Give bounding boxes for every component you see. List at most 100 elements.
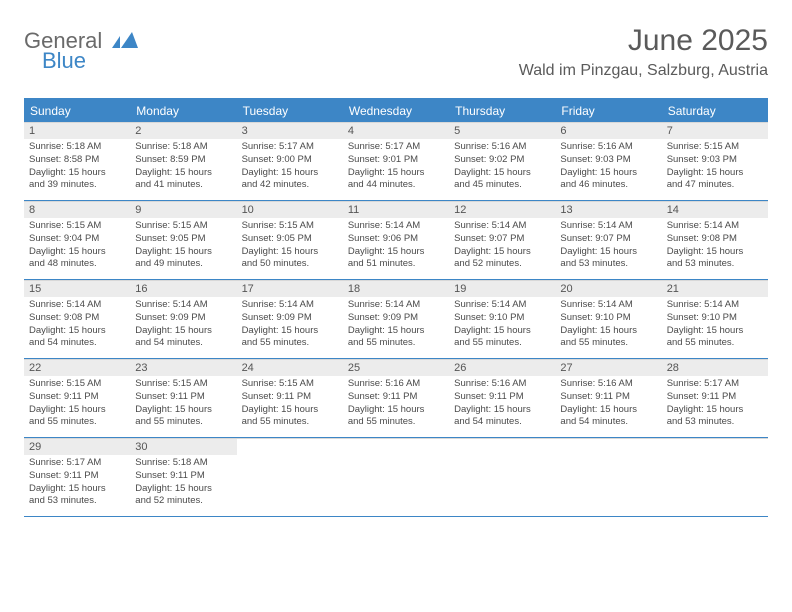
day-number: 22 [24, 360, 130, 376]
day-cell: 13Sunrise: 5:14 AMSunset: 9:07 PMDayligh… [555, 201, 661, 279]
day-line-dl1: Daylight: 15 hours [667, 246, 763, 259]
day-cell: 28Sunrise: 5:17 AMSunset: 9:11 PMDayligh… [662, 359, 768, 437]
day-line-dl1: Daylight: 15 hours [560, 246, 656, 259]
day-details: Sunrise: 5:18 AMSunset: 8:59 PMDaylight:… [135, 141, 231, 192]
day-line-sr: Sunrise: 5:17 AM [667, 378, 763, 391]
day-line-sr: Sunrise: 5:14 AM [242, 299, 338, 312]
day-line-ss: Sunset: 9:10 PM [454, 312, 550, 325]
day-cell: 12Sunrise: 5:14 AMSunset: 9:07 PMDayligh… [449, 201, 555, 279]
logo: General Blue [24, 24, 138, 72]
day-line-sr: Sunrise: 5:14 AM [454, 299, 550, 312]
header: General Blue June 2025 Wald im Pinzgau, … [24, 24, 768, 80]
location: Wald im Pinzgau, Salzburg, Austria [519, 62, 768, 80]
day-line-sr: Sunrise: 5:15 AM [29, 220, 125, 233]
day-cell: 20Sunrise: 5:14 AMSunset: 9:10 PMDayligh… [555, 280, 661, 358]
day-number: 12 [449, 202, 555, 218]
week-row: 29 Sunrise: 5:17 AMSunset: 9:11 PMDayligh… [24, 438, 768, 517]
day-details: Sunrise: 5:14 AMSunset: 9:07 PMDaylight:… [560, 220, 656, 271]
day-line-dl2: and 53 minutes. [560, 258, 656, 271]
day-line-dl1: Daylight: 15 hours [560, 325, 656, 338]
day-line-dl2: and 50 minutes. [242, 258, 338, 271]
day-line-ss: Sunset: 9:07 PM [560, 233, 656, 246]
week-row: 15Sunrise: 5:14 AMSunset: 9:08 PMDayligh… [24, 280, 768, 359]
day-line-dl2: and 41 minutes. [135, 179, 231, 192]
day-cell: 22Sunrise: 5:15 AMSunset: 9:11 PMDayligh… [24, 359, 130, 437]
day-details: Sunrise: 5:17 AMSunset: 9:11 PMDaylight:… [667, 378, 763, 429]
day-line-dl2: and 54 minutes. [454, 416, 550, 429]
weekday-monday: Monday [130, 100, 236, 122]
day-line-dl2: and 55 minutes. [242, 337, 338, 350]
day-line-dl2: and 49 minutes. [135, 258, 231, 271]
day-line-dl1: Daylight: 15 hours [135, 483, 231, 496]
day-cell: 3Sunrise: 5:17 AMSunset: 9:00 PMDaylight… [237, 122, 343, 200]
day-details: Sunrise: 5:15 AMSunset: 9:04 PMDaylight:… [29, 220, 125, 271]
week-row: 8 Sunrise: 5:15 AMSunset: 9:04 PMDaylight… [24, 201, 768, 280]
day-line-dl2: and 53 minutes. [667, 416, 763, 429]
day-line-sr: Sunrise: 5:14 AM [667, 299, 763, 312]
day-number: 25 [343, 360, 449, 376]
day-cell: 24Sunrise: 5:15 AMSunset: 9:11 PMDayligh… [237, 359, 343, 437]
day-details: Sunrise: 5:14 AMSunset: 9:09 PMDaylight:… [242, 299, 338, 350]
day-line-dl1: Daylight: 15 hours [135, 246, 231, 259]
day-line-sr: Sunrise: 5:15 AM [135, 378, 231, 391]
day-line-dl1: Daylight: 15 hours [29, 404, 125, 417]
day-cell [555, 438, 661, 516]
day-cell: 16Sunrise: 5:14 AMSunset: 9:09 PMDayligh… [130, 280, 236, 358]
day-line-ss: Sunset: 9:09 PM [348, 312, 444, 325]
day-line-sr: Sunrise: 5:14 AM [135, 299, 231, 312]
day-cell [662, 438, 768, 516]
day-line-ss: Sunset: 9:11 PM [242, 391, 338, 404]
day-line-ss: Sunset: 9:09 PM [242, 312, 338, 325]
calendar-page: General Blue June 2025 Wald im Pinzgau, … [0, 0, 792, 517]
day-cell: 26Sunrise: 5:16 AMSunset: 9:11 PMDayligh… [449, 359, 555, 437]
day-line-sr: Sunrise: 5:16 AM [560, 378, 656, 391]
day-line-dl1: Daylight: 15 hours [348, 325, 444, 338]
day-line-sr: Sunrise: 5:18 AM [135, 457, 231, 470]
day-details: Sunrise: 5:14 AMSunset: 9:10 PMDaylight:… [667, 299, 763, 350]
day-details: Sunrise: 5:14 AMSunset: 9:09 PMDaylight:… [135, 299, 231, 350]
day-details: Sunrise: 5:14 AMSunset: 9:06 PMDaylight:… [348, 220, 444, 271]
day-line-dl2: and 54 minutes. [135, 337, 231, 350]
day-line-dl1: Daylight: 15 hours [560, 404, 656, 417]
day-details: Sunrise: 5:15 AMSunset: 9:05 PMDaylight:… [242, 220, 338, 271]
day-number: 8 [24, 202, 130, 218]
logo-mark-icon [112, 30, 138, 52]
day-line-dl1: Daylight: 15 hours [29, 325, 125, 338]
day-line-dl1: Daylight: 15 hours [348, 246, 444, 259]
day-cell: 17Sunrise: 5:14 AMSunset: 9:09 PMDayligh… [237, 280, 343, 358]
week-row: 1Sunrise: 5:18 AMSunset: 8:58 PMDaylight… [24, 122, 768, 201]
day-details: Sunrise: 5:15 AMSunset: 9:03 PMDaylight:… [667, 141, 763, 192]
day-number: 19 [449, 281, 555, 297]
day-details: Sunrise: 5:14 AMSunset: 9:09 PMDaylight:… [348, 299, 444, 350]
weekday-saturday: Saturday [662, 100, 768, 122]
day-line-dl2: and 52 minutes. [454, 258, 550, 271]
day-line-dl1: Daylight: 15 hours [454, 325, 550, 338]
day-details: Sunrise: 5:16 AMSunset: 9:11 PMDaylight:… [560, 378, 656, 429]
month-title: June 2025 [519, 24, 768, 58]
day-number: 29 [24, 439, 130, 455]
day-line-dl1: Daylight: 15 hours [667, 404, 763, 417]
day-line-dl2: and 54 minutes. [560, 416, 656, 429]
day-line-sr: Sunrise: 5:14 AM [348, 299, 444, 312]
day-line-dl2: and 48 minutes. [29, 258, 125, 271]
day-cell: 9Sunrise: 5:15 AMSunset: 9:05 PMDaylight… [130, 201, 236, 279]
day-details: Sunrise: 5:16 AMSunset: 9:11 PMDaylight:… [348, 378, 444, 429]
day-number: 27 [555, 360, 661, 376]
day-line-ss: Sunset: 9:11 PM [560, 391, 656, 404]
day-line-sr: Sunrise: 5:18 AM [29, 141, 125, 154]
day-line-dl2: and 55 minutes. [667, 337, 763, 350]
day-line-ss: Sunset: 9:02 PM [454, 154, 550, 167]
day-number: 26 [449, 360, 555, 376]
day-details: Sunrise: 5:18 AMSunset: 8:58 PMDaylight:… [29, 141, 125, 192]
day-details: Sunrise: 5:15 AMSunset: 9:11 PMDaylight:… [135, 378, 231, 429]
day-details: Sunrise: 5:16 AMSunset: 9:03 PMDaylight:… [560, 141, 656, 192]
day-details: Sunrise: 5:17 AMSunset: 9:11 PMDaylight:… [29, 457, 125, 508]
day-number: 9 [130, 202, 236, 218]
day-number: 7 [662, 123, 768, 139]
day-line-dl2: and 55 minutes. [348, 416, 444, 429]
weeks-container: 1Sunrise: 5:18 AMSunset: 8:58 PMDaylight… [24, 122, 768, 517]
day-cell: 19 Sunrise: 5:14 AMSunset: 9:10 PMDayligh… [449, 280, 555, 358]
day-details: Sunrise: 5:17 AMSunset: 9:00 PMDaylight:… [242, 141, 338, 192]
day-cell: 25 Sunrise: 5:16 AMSunset: 9:11 PMDayligh… [343, 359, 449, 437]
day-number: 10 [237, 202, 343, 218]
